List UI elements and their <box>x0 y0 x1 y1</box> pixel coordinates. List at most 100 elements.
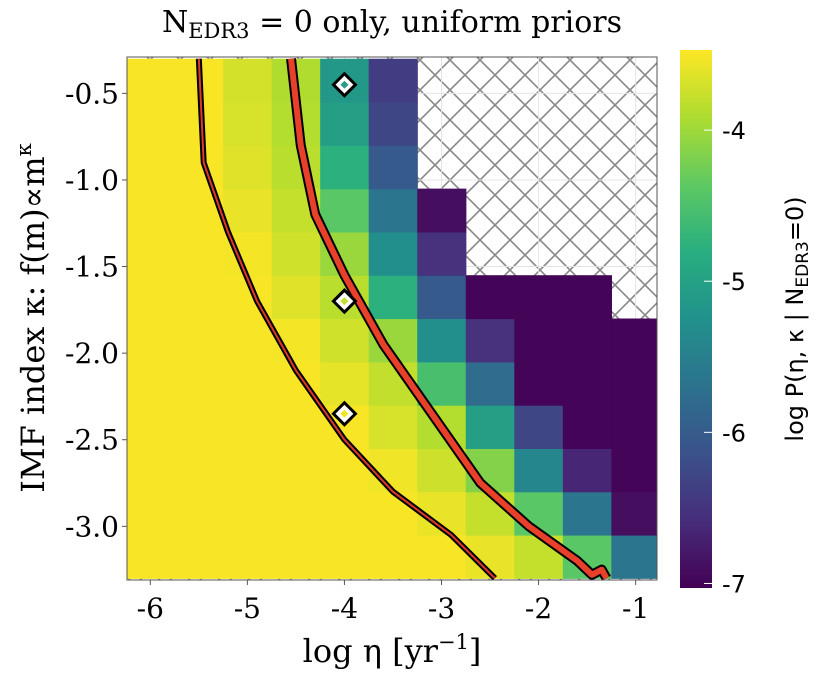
contour-line <box>288 58 610 580</box>
colorbar <box>680 50 712 588</box>
heat-cell <box>174 318 224 363</box>
x-tick-label: -6 <box>137 592 164 625</box>
heat-cell <box>368 188 418 233</box>
y-tick-label: -1.5 <box>65 251 119 284</box>
heat-cell <box>174 448 224 493</box>
title-text: N <box>162 5 188 40</box>
chart-title: NEDR3 = 0 only, uniform priors <box>162 5 622 43</box>
heat-cell <box>127 405 176 449</box>
heat-cell <box>562 448 612 493</box>
heat-cell <box>174 275 224 320</box>
plot-frame <box>126 56 658 581</box>
x-tick-label: -1 <box>622 592 649 625</box>
marker-center <box>340 297 349 306</box>
heat-cell <box>514 405 564 449</box>
heat-cell <box>562 405 612 449</box>
heat-cell <box>320 102 370 146</box>
xlabel-sup: −1 <box>438 630 469 654</box>
heat-cell <box>127 231 176 276</box>
y-tick-label: -2.5 <box>65 424 119 457</box>
cbar-label-sub: EDR3 <box>793 241 813 287</box>
heat-cell <box>320 318 370 363</box>
heat-cell <box>562 275 612 320</box>
heat-cell <box>174 491 224 536</box>
heat-cell <box>223 491 273 536</box>
y-axis-label: IMF index κ: f(m)∝mκ <box>12 143 52 493</box>
heat-cell <box>271 405 321 449</box>
heat-cell <box>611 534 657 579</box>
x-tick-label: -5 <box>234 592 261 625</box>
x-axis-label: log η [yr−1] <box>303 630 482 670</box>
heat-cell <box>611 361 657 406</box>
heat-cell <box>320 188 370 233</box>
heat-cell <box>223 58 273 103</box>
heat-cell <box>127 534 176 579</box>
title-text: = 0 only, uniform priors <box>250 5 623 40</box>
heat-cell <box>611 491 657 536</box>
x-tick-label: -2 <box>525 592 552 625</box>
heat-cell <box>127 145 176 190</box>
marker-center <box>340 80 349 89</box>
heat-cell <box>174 534 224 579</box>
heat-cell <box>127 275 176 320</box>
heat-cell <box>127 102 176 146</box>
heat-cell <box>320 145 370 190</box>
heat-cell <box>223 448 273 493</box>
heat-cell <box>368 275 418 320</box>
heat-cell <box>223 361 273 406</box>
heat-cell <box>465 275 515 320</box>
heat-cell <box>127 58 176 103</box>
heat-cell <box>465 491 515 536</box>
y-tick-label: -3.0 <box>65 510 119 543</box>
heat-cell <box>271 448 321 493</box>
heat-cell <box>465 405 515 449</box>
colorbar-tick-label: -7 <box>722 570 746 598</box>
heat-cell <box>320 491 370 536</box>
heat-cell <box>514 318 564 363</box>
heat-cell <box>562 318 612 363</box>
heat-cell <box>417 318 467 363</box>
heat-cell <box>127 448 176 493</box>
heat-cell <box>174 231 224 276</box>
xlabel-text: log η [yr <box>303 632 439 670</box>
heat-cell <box>368 534 418 579</box>
heat-cell <box>417 275 467 320</box>
heat-cell <box>320 361 370 406</box>
heat-cell <box>514 448 564 493</box>
contour-line <box>197 58 496 579</box>
heat-cell <box>127 361 176 406</box>
heat-cell <box>271 231 321 276</box>
heat-cell <box>271 491 321 536</box>
heat-cell <box>223 318 273 363</box>
heat-cell <box>562 491 612 536</box>
heat-cell <box>368 231 418 276</box>
colorbar-tick-label: -6 <box>722 419 746 447</box>
heat-cell <box>368 145 418 190</box>
heat-cell <box>174 145 224 190</box>
heat-cell <box>174 405 224 449</box>
heat-cell <box>368 405 418 449</box>
heat-cell <box>562 361 612 406</box>
x-tick-label: -3 <box>428 592 455 625</box>
marker-center <box>340 409 349 418</box>
heat-cell <box>127 188 176 233</box>
x-tick-label: -4 <box>331 592 358 625</box>
heat-cell <box>611 448 657 493</box>
heat-cell <box>368 58 418 103</box>
heat-cell <box>223 145 273 190</box>
heat-cell <box>223 405 273 449</box>
heat-cell <box>223 102 273 146</box>
heat-cell <box>417 231 467 276</box>
heat-cell <box>368 102 418 146</box>
heat-cell <box>127 491 176 536</box>
heat-cell <box>127 318 176 363</box>
heat-cell <box>611 318 657 363</box>
colorbar-tick-label: -4 <box>722 117 746 145</box>
heat-cell <box>465 318 515 363</box>
heat-cell <box>611 405 657 449</box>
heat-cell <box>271 534 321 579</box>
colorbar-tick-label: -5 <box>722 268 746 296</box>
heat-cell <box>368 491 418 536</box>
heat-cell <box>271 275 321 320</box>
